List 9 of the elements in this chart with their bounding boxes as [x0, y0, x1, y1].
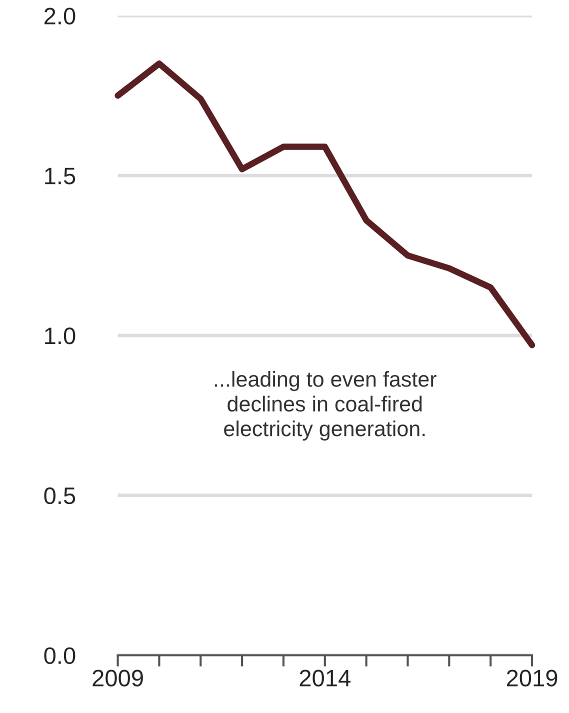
x-tick-label: 2009: [92, 670, 143, 686]
y-tick-label: 1.0: [45, 328, 76, 344]
y-tick-label: 1.5: [45, 168, 76, 184]
y-tick-label: 0.5: [44, 487, 76, 504]
annotation: ...leading to even faster declines in coal-fired electricity generation.: [214, 371, 436, 441]
x-tick-label: 2014: [300, 670, 350, 686]
x-tick-label: 2019: [506, 670, 558, 686]
y-tick-label: 0.0: [44, 647, 76, 664]
y-tick-label: 2.0: [44, 8, 76, 24]
